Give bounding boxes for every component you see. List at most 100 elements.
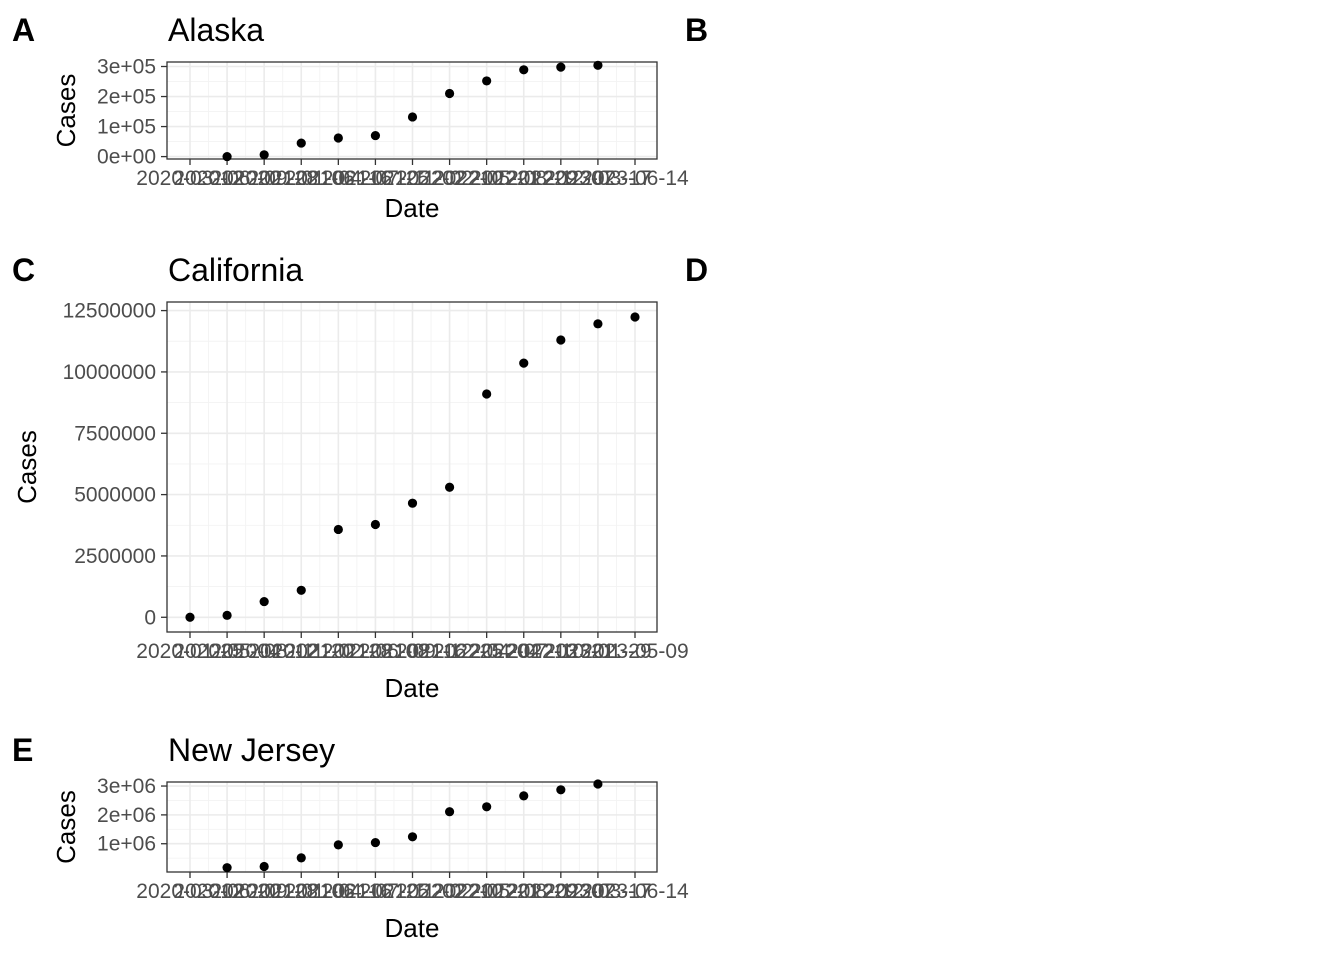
y-tick-label: 2e+06 — [97, 804, 156, 827]
data-point — [630, 312, 640, 322]
y-tick-label: 12500000 — [63, 300, 156, 323]
y-tick-label: 0 — [144, 606, 156, 629]
x-tick-label: 2023-01-29 — [544, 640, 651, 663]
x-tick-label: 2021-09-16 — [359, 640, 466, 663]
x-tick-label: 2021-01-06 — [248, 880, 355, 903]
y-axis-label: Cases — [12, 430, 42, 504]
x-tick-label: 2021-07-25 — [322, 880, 429, 903]
x-tick-label: 2021-12-25 — [396, 640, 503, 663]
data-point — [259, 861, 269, 872]
panel-tag-a: A — [12, 12, 35, 48]
data-point — [444, 482, 455, 492]
x-tick-label: 2022-12-07 — [507, 167, 614, 190]
data-point — [370, 837, 381, 848]
x-tick-label: 2022-08-29 — [470, 167, 577, 190]
x-tick-label: 2020-08-12 — [210, 640, 317, 663]
data-point — [296, 853, 306, 863]
x-tick-label: 2023-05-09 — [581, 640, 688, 663]
data-point — [407, 498, 418, 508]
x-tick-label: 2023-03-17 — [544, 880, 651, 903]
data-point — [482, 802, 492, 812]
data-point — [370, 519, 381, 530]
data-point — [222, 151, 232, 162]
x-tick-label: 2020-11-20 — [248, 640, 354, 663]
x-tick-label: 2020-06-20 — [173, 880, 280, 903]
data-point — [519, 791, 529, 801]
data-point — [593, 779, 603, 789]
data-point — [556, 785, 566, 795]
panel-title-new-jersey: New Jersey — [168, 732, 335, 768]
x-axis-label: Date — [385, 193, 440, 223]
y-tick-label: 7500000 — [74, 422, 156, 445]
x-tick-label: 2023-03-17 — [544, 167, 651, 190]
data-point — [519, 358, 529, 368]
data-point — [519, 65, 529, 75]
x-tick-label: 2020-06-20 — [173, 167, 280, 190]
data-point — [222, 863, 232, 873]
panel-title-california: California — [168, 252, 303, 288]
panel-tag-b: B — [685, 12, 708, 48]
y-tick-label: 0e+00 — [97, 146, 156, 169]
y-tick-label: 5000000 — [74, 484, 156, 507]
data-point — [333, 133, 343, 143]
x-tick-label: 2022-08-29 — [470, 880, 577, 903]
data-point — [556, 62, 566, 72]
x-tick-label: 2020-03-12 — [136, 880, 243, 903]
data-point — [593, 319, 603, 329]
x-tick-label: 2021-04-16 — [285, 880, 392, 903]
x-tick-label: 2021-11-02 — [360, 880, 466, 903]
y-tick-label: 3e+06 — [97, 775, 156, 798]
x-tick-label: 2021-06-08 — [322, 640, 429, 663]
x-tick-label: 2023-06-14 — [581, 880, 689, 903]
x-tick-label: 2021-01-06 — [248, 167, 355, 190]
x-tick-label: 2022-02-10 — [396, 880, 503, 903]
data-point — [333, 524, 343, 535]
data-point — [593, 60, 603, 70]
x-tick-label: 2022-05-21 — [433, 167, 540, 190]
x-tick-label: 2022-10-21 — [507, 640, 614, 663]
y-tick-label: 2500000 — [74, 545, 156, 568]
x-tick-label: 2022-02-10 — [396, 167, 503, 190]
panel-tag-c: C — [12, 252, 35, 288]
x-tick-label: 2021-02-28 — [285, 640, 392, 663]
x-tick-label: 2021-04-16 — [285, 167, 392, 190]
data-point — [444, 807, 455, 817]
x-axis-label: Date — [385, 913, 440, 943]
data-point — [407, 832, 418, 842]
y-tick-label: 10000000 — [63, 361, 156, 384]
x-tick-label: 2020-09-28 — [210, 880, 317, 903]
y-tick-label: 3e+05 — [97, 56, 156, 79]
data-point — [556, 335, 566, 345]
x-tick-label: 2020-03-12 — [136, 167, 243, 190]
x-tick-label: 2020-05-04 — [173, 640, 281, 663]
plot-new-jersey: 2020-03-122020-06-202020-09-282021-01-06… — [51, 775, 689, 943]
data-point — [296, 138, 306, 148]
x-tick-label: 2021-07-25 — [322, 167, 429, 190]
x-tick-label: 2022-12-07 — [507, 880, 614, 903]
y-tick-label: 1e+06 — [97, 833, 156, 856]
y-axis-label: Cases — [51, 74, 81, 148]
data-point — [444, 88, 455, 99]
data-point — [407, 112, 418, 122]
y-axis-label: Cases — [51, 790, 81, 864]
data-point — [222, 610, 232, 620]
x-tick-label: 2021-11-02 — [360, 167, 466, 190]
data-point — [259, 596, 269, 607]
plot-alaska: 2020-03-122020-06-202020-09-282021-01-06… — [51, 56, 689, 223]
data-point — [370, 130, 381, 141]
data-point — [333, 840, 343, 850]
data-point — [482, 389, 492, 399]
panel-title-alaska: Alaska — [168, 12, 264, 48]
x-axis-label: Date — [385, 673, 440, 703]
panel-tag-d: D — [685, 252, 708, 288]
panel-tag-e: E — [12, 732, 33, 768]
data-point — [296, 585, 306, 595]
y-tick-label: 1e+05 — [97, 116, 156, 139]
x-tick-label: 2020-01-25 — [136, 640, 243, 663]
data-point — [259, 150, 269, 160]
y-tick-label: 2e+05 — [97, 86, 156, 109]
x-tick-label: 2020-09-28 — [210, 167, 317, 190]
x-tick-label: 2022-07-13 — [470, 640, 577, 663]
data-point — [185, 612, 195, 622]
